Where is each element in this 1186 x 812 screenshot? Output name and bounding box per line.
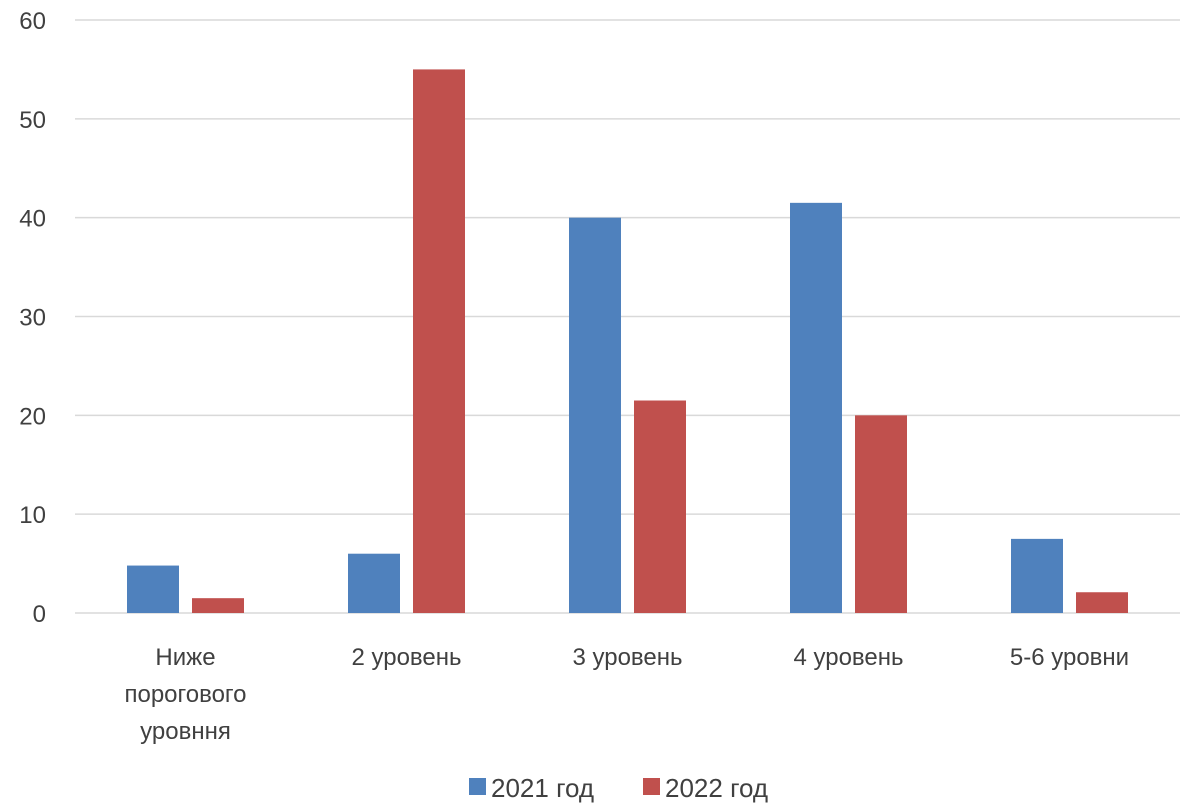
x-tick-label: 2 уровень [351, 644, 461, 671]
legend-swatch [643, 778, 660, 795]
y-tick-label: 20 [19, 403, 46, 430]
bar-series-1 [790, 202, 842, 613]
bar-series-2 [855, 415, 907, 613]
bar-series-2 [1076, 592, 1128, 613]
bar-series-1 [127, 565, 179, 613]
bar-series-2 [413, 69, 465, 613]
x-axis-tick-labels: Ниже порогового уровння 2 уровень 3 уровень 4… [124, 644, 1129, 745]
legend-label: 2022 год [665, 773, 768, 803]
bar-series-2 [192, 598, 244, 613]
y-tick-label: 40 [19, 206, 46, 233]
y-axis-tick-labels: 0 10 20 30 40 50 60 [19, 8, 46, 628]
bar-series-1 [348, 553, 400, 613]
bar-series-2 [634, 400, 686, 613]
gridlines [75, 19, 1180, 614]
x-tick-label: 3 уровень [572, 644, 682, 671]
y-tick-label: 30 [19, 305, 46, 332]
x-tick-label: 5-6 уровни [1010, 644, 1129, 671]
legend-swatch [469, 778, 486, 795]
bar-series-1 [569, 217, 621, 613]
y-tick-label: 10 [19, 502, 46, 529]
x-tick-label: 4 уровень [793, 644, 903, 671]
bars [127, 69, 1128, 613]
bar-series-1 [1011, 538, 1063, 613]
x-tick-label: Ниже порогового уровння [124, 644, 246, 745]
legend: 2021 год 2022 год [469, 773, 768, 803]
y-tick-label: 0 [33, 601, 46, 628]
y-tick-label: 50 [19, 107, 46, 134]
y-tick-label: 60 [19, 8, 46, 35]
legend-label: 2021 год [491, 773, 594, 803]
